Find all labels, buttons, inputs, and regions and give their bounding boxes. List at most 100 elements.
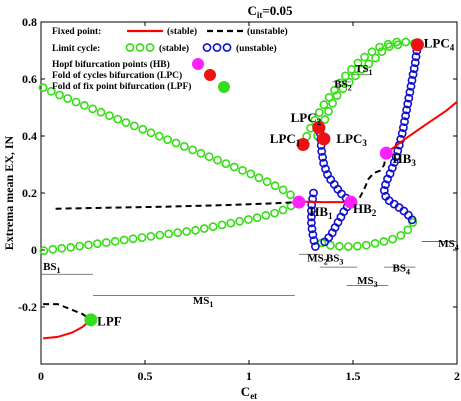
annotation-label: MS1 bbox=[193, 295, 214, 309]
annotation-subscript: 2 bbox=[324, 257, 328, 266]
stable-limit-cycle-marker bbox=[146, 231, 156, 241]
annotation-base: BS bbox=[393, 262, 406, 274]
stable-limit-cycle-marker bbox=[154, 131, 164, 141]
unstable-limit-cycle-marker bbox=[398, 123, 408, 132]
annotation-subscript: 1 bbox=[57, 266, 61, 275]
annotation-base: LPC bbox=[270, 131, 296, 146]
annotation-label: BS1 bbox=[43, 261, 60, 275]
annotation-label: LPC4 bbox=[424, 36, 455, 53]
stable-limit-cycle-marker bbox=[278, 205, 288, 215]
unstable-limit-cycle-marker bbox=[400, 117, 409, 127]
stable-limit-cycle-marker bbox=[191, 225, 200, 235]
annotation-subscript: 2 bbox=[372, 208, 377, 218]
stable-limit-cycle-marker bbox=[343, 242, 353, 251]
lpc-point bbox=[312, 120, 326, 134]
stable-limit-cycle-marker bbox=[199, 224, 209, 233]
legend-lpc-marker bbox=[204, 69, 216, 81]
unstable-fixed-point-line bbox=[43, 303, 92, 321]
unstable-limit-cycle-marker bbox=[406, 81, 416, 91]
stable-limit-cycle-marker bbox=[243, 215, 253, 224]
annotation-subscript: 1 bbox=[296, 138, 301, 148]
legend-unstable-fp: (unstable) bbox=[247, 26, 288, 37]
stable-limit-cycle-marker bbox=[314, 108, 324, 117]
stable-limit-cycle-marker bbox=[262, 177, 272, 187]
x-axis-label: Cet bbox=[241, 384, 257, 401]
unstable-limit-cycle-marker bbox=[393, 146, 403, 156]
stable-limit-cycle-marker bbox=[63, 94, 73, 103]
stable-limit-cycle-marker bbox=[367, 47, 377, 57]
stable-limit-cycle-marker bbox=[340, 71, 350, 81]
legend-fixed-point: Fixed point: bbox=[52, 27, 101, 37]
stable-limit-cycle-marker bbox=[96, 107, 106, 117]
stable-limit-cycle-marker bbox=[46, 86, 56, 96]
stable-limit-cycle-marker bbox=[155, 230, 165, 240]
stable-fixed-point-line bbox=[300, 200, 351, 204]
stable-limit-cycle-marker bbox=[377, 47, 387, 56]
title-sub: it bbox=[257, 10, 263, 20]
unstable-limit-cycle-marker bbox=[306, 206, 316, 216]
annotation-base: TS bbox=[355, 63, 368, 75]
y-tick-label: 0.4 bbox=[22, 129, 37, 143]
unstable-limit-cycle-marker bbox=[320, 237, 330, 247]
axes: 0 0.5 1 1.5 2 -0.2 0 0.2 0.4 0.6 0.8 bbox=[18, 15, 460, 383]
stable-limit-cycle-marker bbox=[375, 42, 384, 52]
legend-lpf: Fold of fix point bifurcation (LPF) bbox=[52, 81, 191, 92]
stable-limit-cycle-marker bbox=[401, 37, 411, 47]
unstable-limit-cycle-marker bbox=[410, 58, 420, 68]
unstable-limit-cycle-marker bbox=[407, 76, 417, 85]
legend-stable-lc: (stable) bbox=[159, 43, 189, 54]
annotation-label: MS3 bbox=[357, 275, 378, 289]
annotation-label: BS3 bbox=[326, 252, 343, 266]
annotation-subscript: 3 bbox=[339, 257, 343, 266]
unstable-limit-cycle-marker bbox=[307, 224, 317, 234]
stable-limit-cycle-marker bbox=[113, 114, 123, 124]
unstable-limit-cycle-marker bbox=[409, 64, 419, 73]
stable-limit-cycle-marker bbox=[71, 97, 81, 107]
stable-limit-cycle-marker bbox=[246, 169, 256, 179]
stable-limit-cycle-marker bbox=[379, 237, 389, 246]
stable-limit-cycle-marker bbox=[38, 83, 48, 92]
stable-limit-cycle-marker bbox=[384, 42, 394, 51]
stable-limit-cycle-marker bbox=[226, 218, 236, 228]
y-tick-label: 0 bbox=[31, 243, 37, 257]
stable-fixed-point-line bbox=[42, 319, 92, 340]
stable-limit-cycle-marker bbox=[334, 241, 344, 251]
annotation-label: BS2 bbox=[334, 79, 351, 93]
stable-limit-cycle-marker bbox=[361, 240, 371, 250]
unstable-limit-cycle-marker bbox=[408, 70, 418, 79]
stable-limit-cycle-marker bbox=[137, 233, 147, 242]
annotation-subscript: 3 bbox=[374, 280, 378, 289]
stable-limit-cycle-marker bbox=[208, 222, 218, 232]
annotation-label: MS2 bbox=[307, 252, 328, 266]
stable-limit-cycle-marker bbox=[204, 152, 214, 162]
stable-limit-cycle-marker bbox=[128, 234, 138, 244]
annotation-label: HB1 bbox=[309, 204, 333, 221]
stable-limit-cycle-marker bbox=[110, 236, 120, 246]
stable-limit-cycle-marker bbox=[270, 208, 279, 218]
stable-limit-cycle-marker bbox=[332, 91, 342, 100]
unstable-limit-cycle-marker bbox=[306, 218, 316, 228]
stable-limit-cycle-marker bbox=[105, 111, 114, 120]
unstable-limit-cycle-marker bbox=[383, 174, 392, 184]
unstable-limit-cycle-marker bbox=[381, 180, 390, 190]
annotation-label: LPC3 bbox=[336, 131, 367, 148]
stable-limit-cycle-marker bbox=[261, 210, 271, 220]
legend-stable-lc-marker bbox=[125, 43, 135, 52]
legend-unstable-lc-marker bbox=[222, 43, 232, 52]
stable-limit-cycle-marker bbox=[55, 90, 64, 100]
stable-limit-cycle-marker bbox=[357, 64, 367, 74]
stable-limit-cycle-marker bbox=[254, 173, 264, 183]
annotation-base: MS bbox=[307, 252, 324, 264]
stable-limit-cycle-marker bbox=[75, 241, 84, 251]
annotation-base: MS bbox=[438, 238, 455, 250]
stable-limit-cycle-marker bbox=[270, 181, 280, 191]
x-tick-label: 2 bbox=[454, 369, 460, 383]
annotation-base: MS bbox=[193, 295, 210, 307]
stable-limit-cycle-marker bbox=[393, 40, 403, 50]
stable-limit-cycle-marker bbox=[39, 246, 49, 256]
lpc-point bbox=[296, 138, 310, 152]
unstable-limit-cycle-marker bbox=[379, 186, 389, 195]
x-tick-label: 0 bbox=[38, 369, 44, 383]
annotation-subscript: 4 bbox=[450, 43, 455, 53]
annotation-base: HB bbox=[393, 151, 412, 166]
